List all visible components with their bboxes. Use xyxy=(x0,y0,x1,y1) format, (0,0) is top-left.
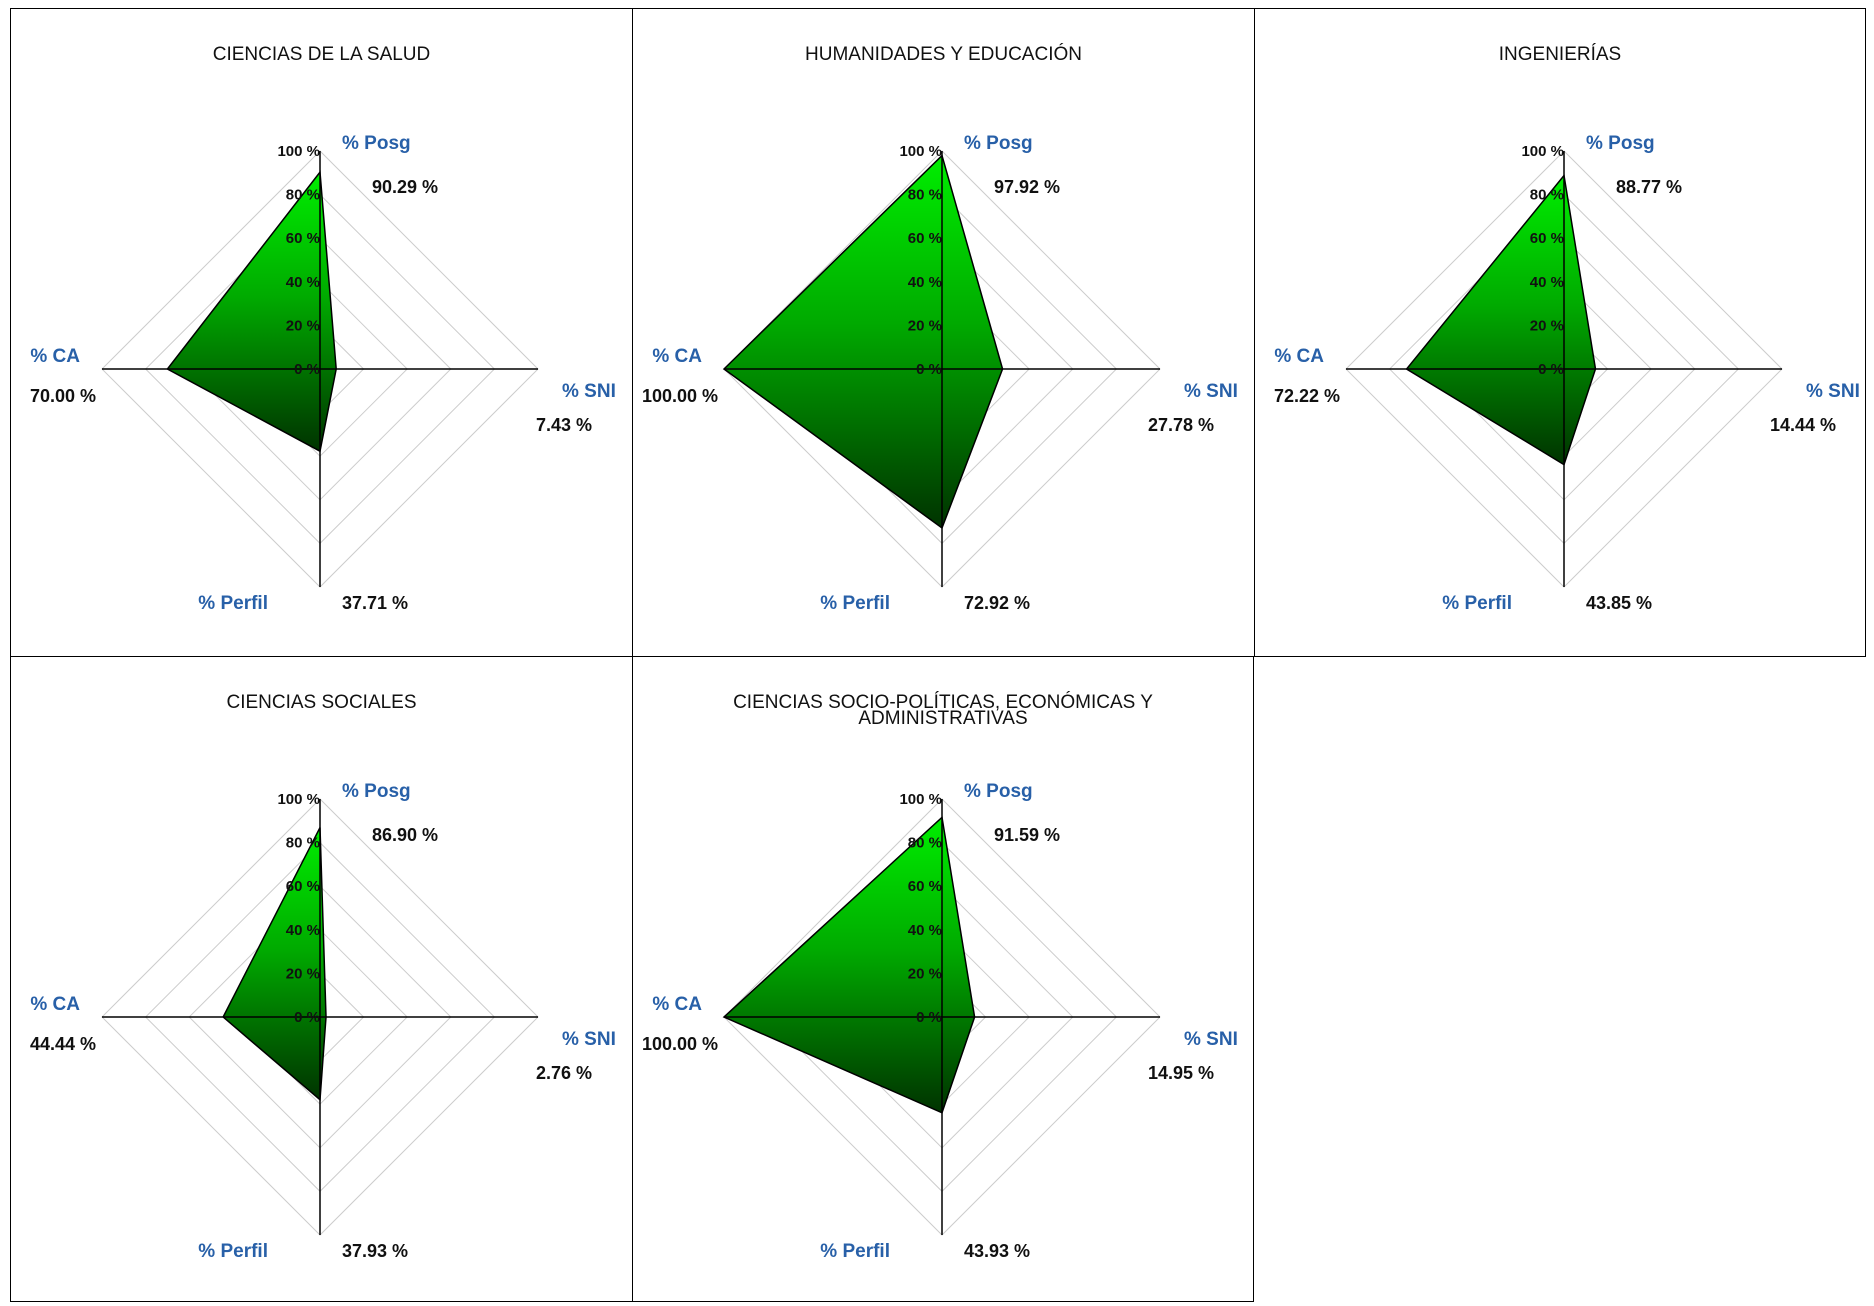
axis-label: % Perfil xyxy=(1442,593,1512,614)
value-label: 70.00 % xyxy=(30,386,96,406)
tick-label: 60 % xyxy=(908,230,942,247)
axis-label: % Posg xyxy=(342,133,411,154)
tick-label: 80 % xyxy=(908,187,942,204)
tick-label: 0 % xyxy=(916,1009,942,1026)
axis-label: % SNI xyxy=(1184,381,1238,402)
axis-label: % CA xyxy=(1274,346,1324,367)
chart-title: INGENIERÍAS xyxy=(1498,44,1622,65)
tick-label: 20 % xyxy=(908,317,942,334)
value-label: 43.85 % xyxy=(1586,593,1652,613)
value-label: 14.44 % xyxy=(1770,415,1836,435)
value-label: 90.29 % xyxy=(372,177,438,197)
value-label: 27.78 % xyxy=(1148,415,1214,435)
tick-label: 40 % xyxy=(1530,274,1564,291)
value-label: 100.00 % xyxy=(642,386,718,406)
axis-label: % CA xyxy=(30,346,80,367)
axis-label: % Posg xyxy=(964,133,1033,154)
value-label: 37.71 % xyxy=(342,593,408,613)
axis-label: % Posg xyxy=(342,781,411,802)
value-label: 72.22 % xyxy=(1274,386,1340,406)
tick-label: 100 % xyxy=(899,791,942,808)
tick-label: 60 % xyxy=(286,230,320,247)
axis-label: % Perfil xyxy=(198,593,268,614)
axis-label: % CA xyxy=(652,994,702,1015)
value-label: 37.93 % xyxy=(342,1241,408,1261)
chart-title: HUMANIDADES Y EDUCACIÓN xyxy=(805,44,1082,65)
tick-label: 60 % xyxy=(908,878,942,895)
axis-label: % Perfil xyxy=(820,593,890,614)
empty-panel xyxy=(1254,656,1866,1302)
chart-panel-4: CIENCIAS SOCIALES 100 % 80 % 60 % 40 % 20 % 0… xyxy=(10,656,632,1302)
axis-label: % Posg xyxy=(964,781,1033,802)
data-polygon xyxy=(222,827,327,1102)
data-polygon xyxy=(1405,173,1597,466)
tick-label: 100 % xyxy=(899,143,942,160)
axis-label: % CA xyxy=(30,994,80,1015)
data-polygon xyxy=(722,154,1004,530)
tick-label: 0 % xyxy=(294,361,320,378)
axis-label: % Perfil xyxy=(820,1241,890,1262)
charts-grid: CIENCIAS DE LA SALUD 100 % 80 % 60 % 40 % 20… xyxy=(10,8,1866,1302)
chart-panel-1: CIENCIAS DE LA SALUD 100 % 80 % 60 % 40 % 20… xyxy=(10,8,632,656)
radar-chart: 100 % 80 % 60 % 40 % 20 % 0 % % Posg 88.77 % % S… xyxy=(1274,133,1860,614)
tick-label: 0 % xyxy=(916,361,942,378)
tick-label: 0 % xyxy=(294,1009,320,1026)
tick-label: 80 % xyxy=(286,187,320,204)
value-label: 91.59 % xyxy=(994,825,1060,845)
tick-label: 0 % xyxy=(1538,361,1564,378)
radar-chart: 100 % 80 % 60 % 40 % 20 % 0 % % Posg 90.29 % % S… xyxy=(30,133,616,614)
chart-title: CIENCIAS SOCIO-POLÍTICAS, ECONÓMICAS Y A… xyxy=(733,692,1153,729)
tick-label: 40 % xyxy=(286,274,320,291)
tick-label: 60 % xyxy=(286,878,320,895)
tick-label: 80 % xyxy=(286,835,320,852)
axis-label: % SNI xyxy=(1806,381,1860,402)
value-label: 88.77 % xyxy=(1616,177,1682,197)
tick-label: 60 % xyxy=(1530,230,1564,247)
chart-panel-2: HUMANIDADES Y EDUCACIÓN 100 % 80 % 60 % 40 … xyxy=(632,8,1254,656)
tick-label: 80 % xyxy=(908,835,942,852)
axis-label: % Posg xyxy=(1586,133,1655,154)
tick-label: 40 % xyxy=(286,922,320,939)
tick-label: 80 % xyxy=(1530,187,1564,204)
tick-label: 100 % xyxy=(277,791,320,808)
tick-label: 100 % xyxy=(1521,143,1564,160)
chart-panel-3: INGENIERÍAS 100 % 80 % 60 % 40 % 20 % 0 % % Po… xyxy=(1254,8,1866,656)
axis-label: % Perfil xyxy=(198,1241,268,1262)
chart-panel-5: CIENCIAS SOCIO-POLÍTICAS, ECONÓMICAS Y A… xyxy=(632,656,1254,1302)
tick-label: 100 % xyxy=(277,143,320,160)
value-label: 72.92 % xyxy=(964,593,1030,613)
chart-title: CIENCIAS DE LA SALUD xyxy=(212,44,431,65)
radar-chart: 100 % 80 % 60 % 40 % 20 % 0 % % Posg 86.90 % % S… xyxy=(30,781,616,1262)
radar-chart: 100 % 80 % 60 % 40 % 20 % 0 % % Posg 97.92 % % S… xyxy=(642,133,1238,614)
value-label: 86.90 % xyxy=(372,825,438,845)
axis-label: % SNI xyxy=(562,1029,616,1050)
axis-label: % SNI xyxy=(562,381,616,402)
value-label: 43.93 % xyxy=(964,1241,1030,1261)
axis-label: % SNI xyxy=(1184,1029,1238,1050)
tick-label: 20 % xyxy=(908,965,942,982)
value-label: 7.43 % xyxy=(536,415,592,435)
tick-label: 20 % xyxy=(286,965,320,982)
tick-label: 20 % xyxy=(1530,317,1564,334)
data-polygon xyxy=(166,170,337,453)
radar-chart: 100 % 80 % 60 % 40 % 20 % 0 % % Posg 91.59 % % S… xyxy=(642,781,1238,1262)
value-label: 100.00 % xyxy=(642,1034,718,1054)
value-label: 2.76 % xyxy=(536,1063,592,1083)
tick-label: 40 % xyxy=(908,922,942,939)
chart-title: CIENCIAS SOCIALES xyxy=(226,692,417,713)
tick-label: 20 % xyxy=(286,317,320,334)
value-label: 14.95 % xyxy=(1148,1063,1214,1083)
value-label: 44.44 % xyxy=(30,1034,96,1054)
tick-label: 40 % xyxy=(908,274,942,291)
axis-label: % CA xyxy=(652,346,702,367)
value-label: 97.92 % xyxy=(994,177,1060,197)
